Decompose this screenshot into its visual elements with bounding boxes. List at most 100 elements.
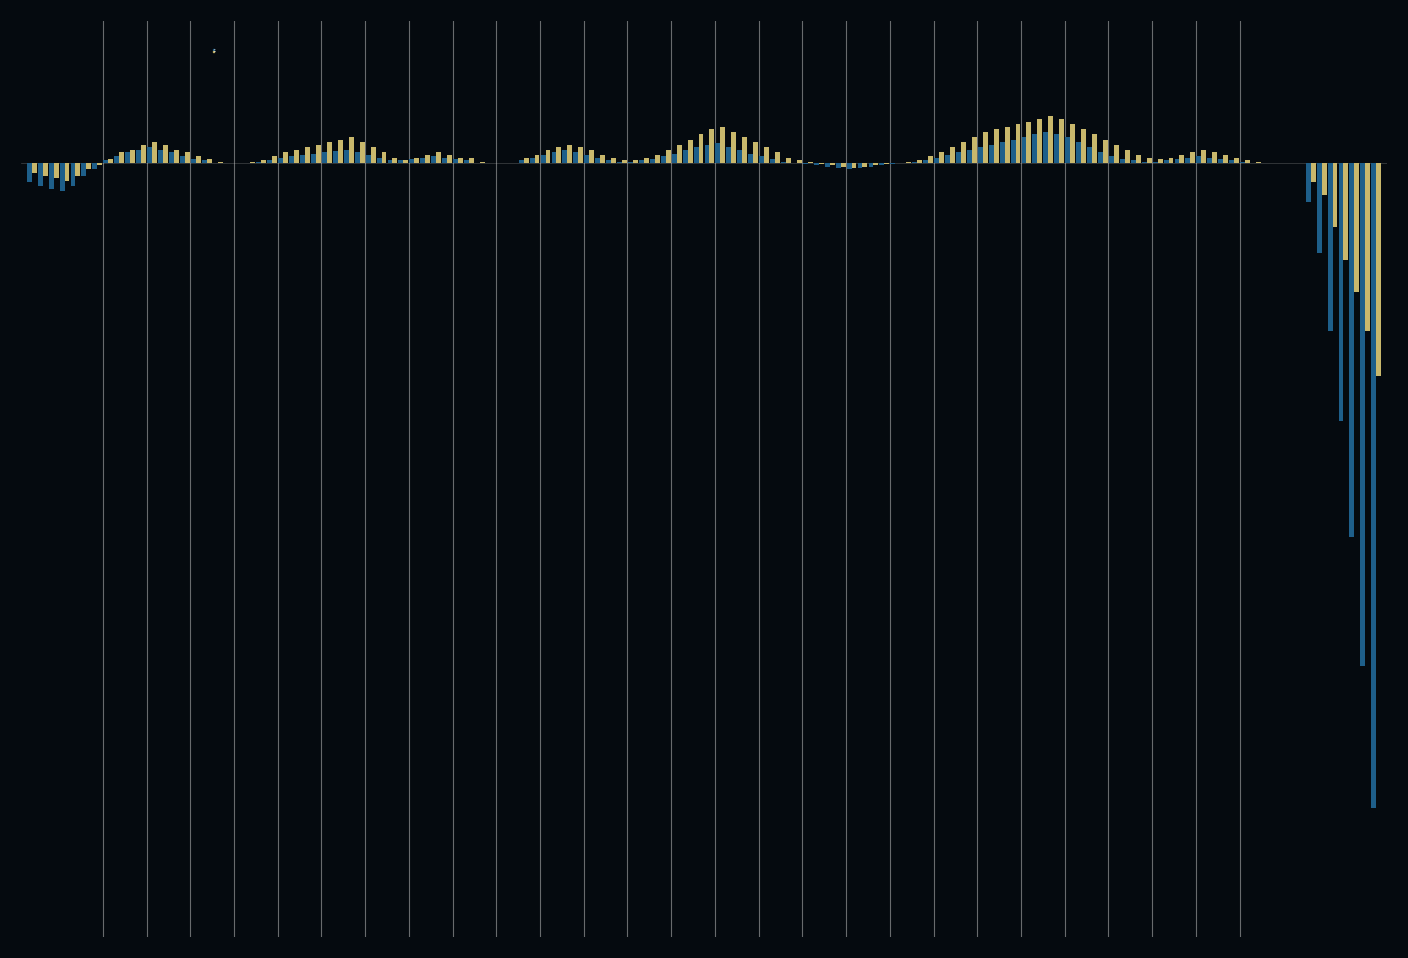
Bar (529, 158, 535, 163)
Bar (366, 155, 370, 163)
Bar (82, 163, 86, 175)
Bar (983, 132, 987, 163)
Bar (1328, 163, 1332, 331)
Bar (27, 163, 32, 182)
Bar (869, 163, 873, 167)
Bar (1119, 159, 1125, 163)
Bar (86, 163, 92, 170)
Bar (1240, 162, 1245, 163)
Bar (742, 137, 748, 163)
Bar (846, 163, 852, 170)
Bar (945, 155, 950, 163)
Bar (108, 159, 113, 163)
Bar (836, 163, 841, 168)
Bar (666, 149, 670, 163)
Bar (556, 148, 562, 163)
Bar (988, 145, 994, 163)
Bar (552, 152, 556, 163)
Bar (683, 149, 687, 163)
Bar (1146, 158, 1152, 163)
Bar (1186, 158, 1190, 163)
Bar (579, 148, 583, 163)
Bar (141, 145, 146, 163)
Bar (972, 137, 977, 163)
Bar (907, 162, 911, 163)
Bar (54, 163, 59, 178)
Bar (1174, 159, 1180, 163)
Bar (1102, 140, 1108, 163)
Bar (786, 158, 791, 163)
Bar (38, 163, 42, 186)
Bar (694, 148, 698, 163)
Bar (660, 156, 666, 163)
Bar (541, 155, 545, 163)
Bar (1076, 142, 1081, 163)
Bar (628, 162, 634, 163)
Bar (518, 160, 524, 163)
Bar (442, 158, 448, 163)
Bar (698, 134, 704, 163)
Bar (42, 163, 48, 175)
Bar (774, 152, 780, 163)
Bar (950, 148, 955, 163)
Bar (880, 163, 884, 166)
Bar (120, 152, 124, 163)
Bar (1153, 162, 1157, 163)
Bar (410, 159, 414, 163)
Bar (32, 163, 37, 173)
Bar (1163, 160, 1169, 163)
Bar (803, 163, 808, 164)
Bar (256, 162, 262, 163)
Bar (1066, 137, 1070, 163)
Bar (1022, 137, 1026, 163)
Bar (1256, 162, 1262, 163)
Bar (289, 156, 294, 163)
Bar (218, 162, 222, 163)
Bar (1366, 163, 1370, 331)
Bar (173, 149, 179, 163)
Bar (1339, 163, 1343, 421)
Legend: AFS, HTM: AFS, HTM (213, 49, 217, 52)
Bar (414, 158, 420, 163)
Bar (359, 142, 365, 163)
Bar (251, 162, 255, 163)
Bar (721, 126, 725, 163)
Bar (97, 163, 103, 166)
Bar (1354, 163, 1359, 292)
Bar (797, 160, 801, 163)
Bar (152, 142, 156, 163)
Bar (852, 163, 856, 168)
Bar (1093, 134, 1097, 163)
Bar (1229, 160, 1235, 163)
Bar (480, 162, 484, 163)
Bar (829, 163, 835, 166)
Bar (939, 152, 943, 163)
Bar (327, 142, 332, 163)
Bar (1316, 163, 1322, 253)
Bar (873, 163, 879, 166)
Bar (781, 162, 786, 163)
Bar (677, 145, 681, 163)
Bar (294, 149, 298, 163)
Bar (639, 160, 643, 163)
Bar (596, 158, 600, 163)
Bar (573, 152, 579, 163)
Bar (545, 149, 551, 163)
Bar (765, 148, 769, 163)
Bar (163, 145, 168, 163)
Bar (130, 149, 135, 163)
Bar (382, 152, 386, 163)
Bar (1098, 152, 1102, 163)
Bar (311, 154, 315, 163)
Bar (584, 155, 589, 163)
Bar (819, 163, 824, 164)
Bar (114, 156, 120, 163)
Bar (650, 159, 655, 163)
Bar (814, 163, 819, 166)
Bar (727, 148, 731, 163)
Bar (137, 149, 141, 163)
Bar (634, 160, 638, 163)
Bar (753, 142, 758, 163)
Bar (125, 152, 130, 163)
Bar (535, 155, 539, 163)
